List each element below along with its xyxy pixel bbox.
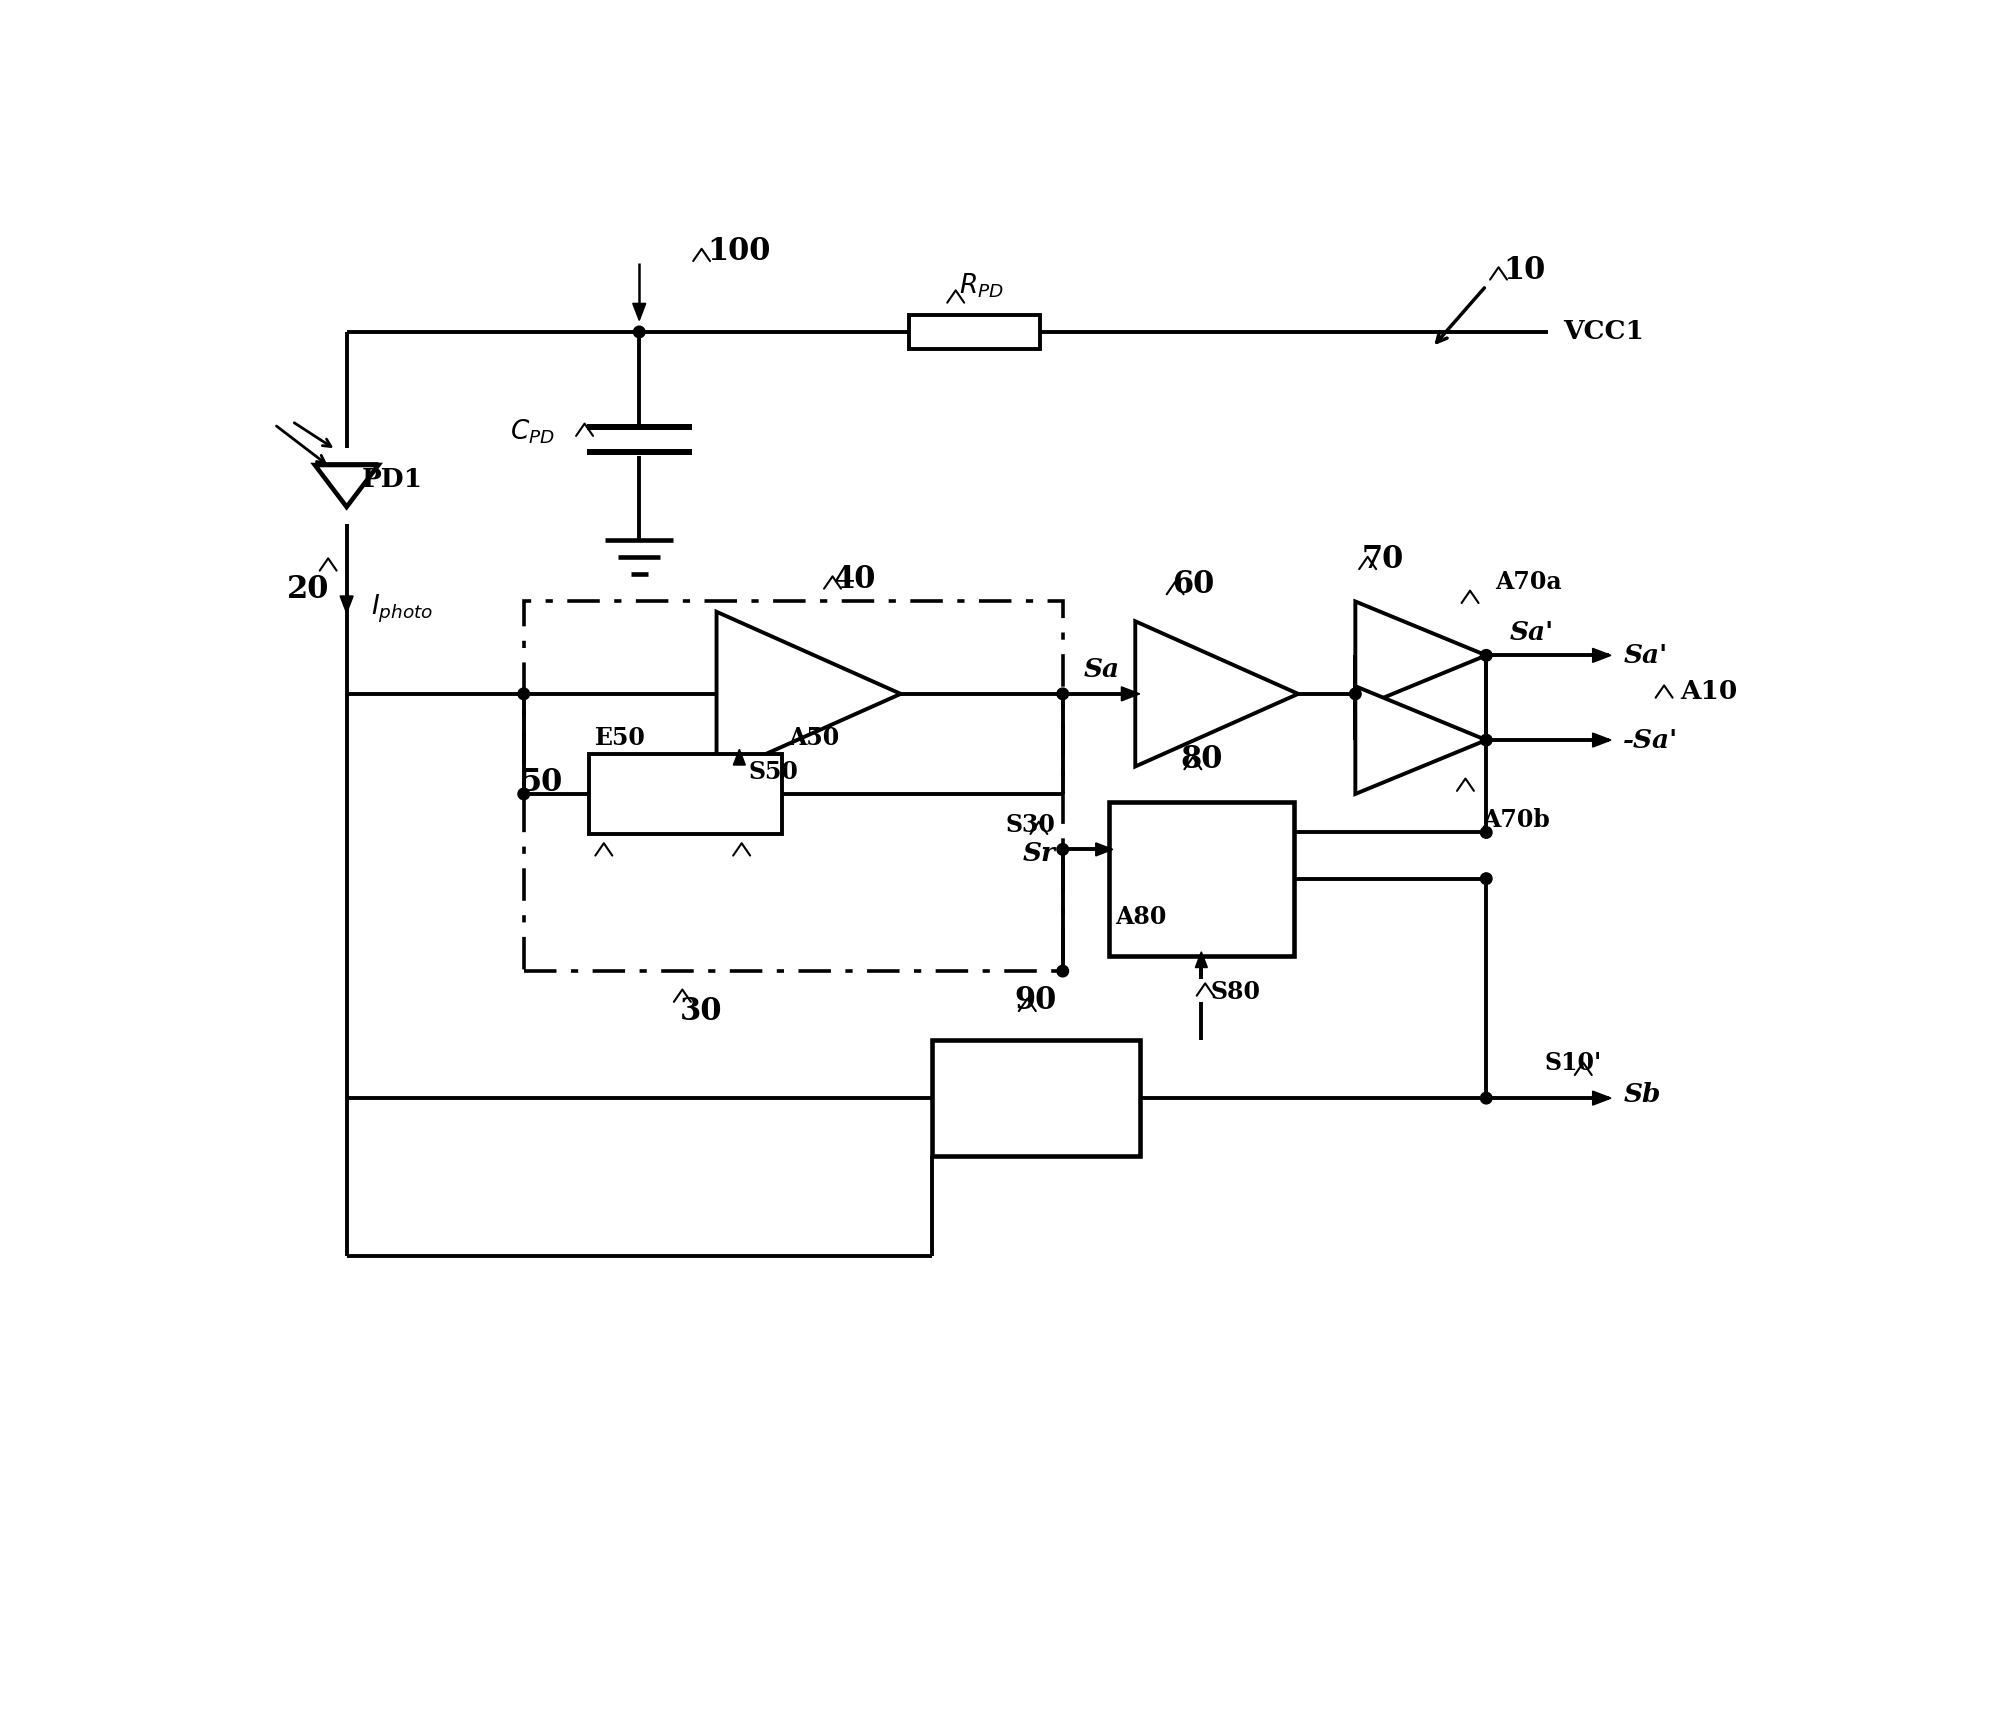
Text: PD1: PD1	[363, 468, 423, 492]
Text: $C_{PD}$: $C_{PD}$	[510, 418, 554, 446]
Text: -Sa': -Sa'	[1623, 727, 1679, 752]
Polygon shape	[734, 749, 746, 764]
Polygon shape	[1097, 843, 1113, 855]
Text: 100: 100	[708, 235, 772, 267]
Polygon shape	[341, 596, 353, 614]
Text: S50: S50	[748, 759, 798, 783]
Text: A80: A80	[1115, 905, 1166, 929]
Text: VCC1: VCC1	[1563, 319, 1645, 345]
Text: S30: S30	[1005, 812, 1055, 836]
Circle shape	[1057, 687, 1069, 699]
Polygon shape	[1593, 1092, 1611, 1106]
Polygon shape	[632, 303, 646, 321]
Circle shape	[1480, 872, 1492, 884]
Polygon shape	[1121, 687, 1141, 701]
Text: Sa: Sa	[1083, 656, 1119, 682]
Text: E50: E50	[596, 727, 646, 751]
Text: 70: 70	[1362, 543, 1404, 574]
Text: 80: 80	[1180, 744, 1222, 775]
Text: 30: 30	[680, 996, 722, 1027]
Circle shape	[518, 788, 530, 800]
Text: S10': S10'	[1545, 1051, 1601, 1075]
Circle shape	[1480, 734, 1492, 746]
Bar	[588, 754, 782, 835]
Polygon shape	[1135, 620, 1298, 766]
Text: Sa': Sa'	[1623, 643, 1667, 668]
Text: 10: 10	[1503, 255, 1545, 286]
Text: Sa': Sa'	[1509, 620, 1553, 644]
Text: A70a: A70a	[1496, 569, 1561, 593]
Polygon shape	[1356, 602, 1486, 710]
Polygon shape	[1194, 951, 1206, 967]
Text: 90: 90	[1015, 986, 1057, 1016]
Polygon shape	[1593, 734, 1611, 747]
Text: $I_{photo}$: $I_{photo}$	[371, 593, 433, 626]
Text: Sb: Sb	[1623, 1082, 1661, 1107]
Text: 50: 50	[520, 766, 562, 799]
Polygon shape	[1356, 686, 1486, 794]
Text: A70b: A70b	[1482, 807, 1549, 831]
Bar	[909, 315, 1039, 350]
Text: 40: 40	[833, 564, 875, 595]
Text: 20: 20	[287, 574, 329, 605]
Circle shape	[1057, 965, 1069, 977]
Bar	[524, 602, 1063, 972]
Text: 60: 60	[1172, 569, 1214, 600]
Text: S80: S80	[1210, 980, 1260, 1004]
Circle shape	[1480, 650, 1492, 662]
Circle shape	[1350, 687, 1362, 699]
Polygon shape	[716, 612, 901, 776]
Circle shape	[518, 687, 530, 699]
Text: A10: A10	[1681, 679, 1737, 704]
Bar	[931, 1040, 1141, 1155]
Circle shape	[1057, 843, 1069, 855]
Text: $R_{PD}$: $R_{PD}$	[959, 271, 1005, 300]
Circle shape	[1480, 1092, 1492, 1104]
Text: Sr: Sr	[1023, 842, 1055, 866]
Text: A50: A50	[788, 727, 839, 751]
Circle shape	[1480, 826, 1492, 838]
Bar	[1109, 802, 1294, 956]
Circle shape	[634, 326, 644, 338]
Polygon shape	[1593, 648, 1611, 662]
Polygon shape	[315, 464, 379, 507]
